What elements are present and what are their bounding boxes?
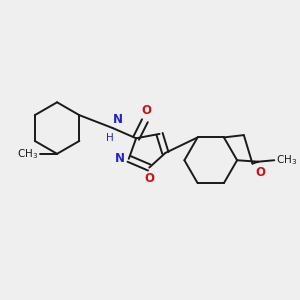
- Text: H: H: [106, 133, 114, 143]
- Text: O: O: [145, 172, 155, 185]
- Text: O: O: [255, 166, 266, 179]
- Text: O: O: [141, 104, 152, 117]
- Text: N: N: [114, 152, 124, 165]
- Text: N: N: [113, 113, 123, 126]
- Text: CH$_3$: CH$_3$: [276, 153, 297, 167]
- Text: CH$_3$: CH$_3$: [16, 147, 38, 161]
